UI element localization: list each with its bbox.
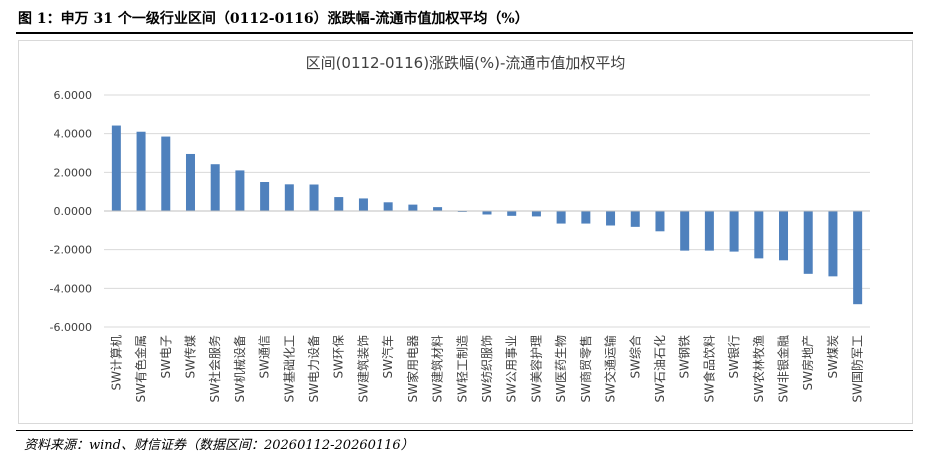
figure-title: 图 1：申万 31 个一级行业区间（0112-0116）涨跌幅-流通市值加权平均… (18, 11, 529, 27)
chart-title: 区间(0112-0116)涨跌幅(%)-流通市值加权平均 (305, 54, 626, 72)
x-tick-label: SW国防军工 (850, 335, 865, 402)
x-tick-label: SW家用电器 (405, 335, 420, 402)
bar (828, 211, 838, 277)
x-tick-label: SW农林牧渔 (752, 335, 766, 402)
bar (779, 211, 789, 261)
bar (309, 184, 319, 211)
bar (284, 184, 294, 211)
x-tick-label: SW传媒 (182, 335, 197, 378)
bar (507, 211, 517, 216)
top-rule (16, 32, 913, 34)
x-tick-label: SW通信 (258, 335, 272, 378)
bar (630, 211, 640, 227)
bars (111, 125, 863, 305)
x-tick-label: SW建筑材料 (430, 335, 445, 402)
x-tick-label: SW钢铁 (678, 335, 692, 378)
bar (531, 211, 541, 217)
bar (111, 125, 121, 211)
gridlines (104, 94, 870, 328)
x-tick-label: SW综合 (627, 335, 642, 378)
source-note: 资料来源：wind、财信证券（数据区间：20260112-20260116） (24, 438, 414, 453)
chart-frame (18, 40, 913, 424)
x-tick-label: SW食品饮料 (701, 335, 716, 402)
bar (161, 136, 171, 211)
x-axis-tick-labels: SW计算机 SW有色金属 SW电子 SW传媒 SW社会服务 SW机械设备 SW通信 SW基础化… (108, 335, 864, 402)
bar (482, 211, 492, 215)
bar (803, 211, 813, 274)
x-tick-label: SW汽车 (380, 335, 395, 378)
y-tick-label: 4.0000 (54, 128, 93, 141)
bar (260, 182, 270, 211)
bar (853, 211, 863, 305)
x-tick-label: SW商贸零售 (578, 335, 593, 402)
bar (556, 211, 566, 224)
x-tick-label: SW非银金融 (776, 335, 791, 402)
bar (655, 211, 665, 232)
bar (704, 211, 714, 251)
bar (358, 198, 368, 211)
x-tick-label: SW机械设备 (232, 335, 247, 402)
y-tick-label: -6.0000 (50, 321, 92, 334)
x-tick-label: SW电子 (159, 335, 173, 378)
x-tick-label: SW轻工制造 (455, 335, 469, 402)
y-tick-label: -2.0000 (50, 244, 92, 257)
bar (408, 204, 418, 211)
x-tick-label: SW美容护理 (528, 335, 543, 402)
bar (433, 207, 443, 211)
x-tick-label: SW交通运输 (603, 335, 618, 402)
x-tick-label: SW公用事业 (505, 335, 519, 402)
bar (606, 211, 616, 226)
bar (210, 164, 220, 211)
x-tick-label: SW电力设备 (307, 335, 321, 402)
y-tick-label: 6.0000 (54, 89, 93, 102)
x-tick-label: SW银行 (727, 335, 741, 378)
bar (729, 211, 739, 252)
bar (581, 211, 591, 224)
x-tick-label: SW基础化工 (282, 335, 296, 402)
bar (334, 197, 344, 211)
x-tick-label: SW医药生物 (554, 335, 568, 402)
x-tick-label: SW纺织服饰 (480, 335, 494, 402)
bar (383, 202, 393, 211)
bar (185, 153, 195, 211)
bar (680, 211, 690, 251)
x-tick-label: SW环保 (332, 335, 346, 378)
y-tick-label: -4.0000 (50, 282, 92, 295)
x-tick-label: SW有色金属 (133, 335, 148, 402)
bottom-rule (16, 430, 913, 431)
x-tick-label: SW煤炭 (826, 335, 840, 378)
x-tick-label: SW建筑装饰 (355, 335, 370, 402)
y-tick-label: 2.0000 (54, 166, 93, 179)
y-axis-tick-labels: 6.0000 4.0000 2.0000 0.0000 -2.0000 -4.0000 -6… (50, 89, 92, 334)
x-tick-label: SW社会服务 (207, 335, 222, 402)
x-tick-label: SW石油石化 (653, 335, 667, 402)
bar (235, 170, 245, 211)
bar (136, 131, 146, 211)
y-tick-label: 0.0000 (54, 205, 93, 218)
x-tick-label: SW房地产 (800, 335, 815, 390)
x-tick-label: SW计算机 (108, 335, 123, 390)
bar (754, 211, 764, 259)
